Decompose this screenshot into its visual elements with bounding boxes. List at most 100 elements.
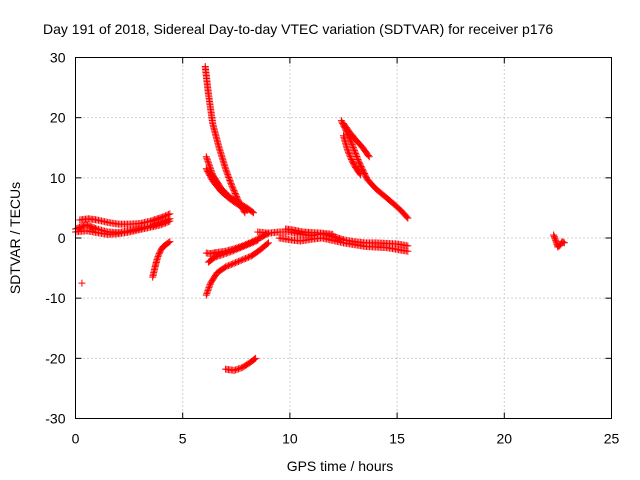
data-point (228, 182, 236, 190)
data-point (162, 212, 170, 220)
data-point (251, 238, 259, 246)
y-tick-label: 10 (50, 170, 66, 186)
series-arc-f (222, 354, 260, 374)
data-point (559, 238, 567, 246)
data-point (365, 153, 373, 161)
y-tick-label: 30 (50, 50, 66, 66)
y-tick-label: 20 (50, 110, 66, 126)
data-point (203, 156, 211, 164)
data-point (203, 288, 211, 296)
data-point (244, 241, 252, 249)
data-point (248, 239, 256, 247)
x-tick-label: 25 (604, 431, 620, 447)
data-point (157, 214, 165, 222)
data-point (354, 156, 362, 164)
data-point (155, 251, 163, 259)
data-point (222, 249, 230, 257)
data-point (222, 165, 230, 173)
data-point (203, 290, 211, 298)
data-point (154, 253, 162, 261)
x-tick-label: 0 (72, 431, 80, 447)
data-point (351, 148, 359, 156)
data-point (230, 366, 238, 374)
data-point (233, 192, 241, 200)
data-point (226, 176, 234, 184)
data-points (72, 63, 568, 374)
data-point (230, 187, 238, 195)
data-point (404, 247, 412, 255)
data-point (352, 150, 360, 158)
data-point (350, 145, 358, 153)
data-point (348, 139, 356, 147)
data-point (205, 284, 213, 292)
data-point (165, 239, 173, 247)
data-point (249, 238, 257, 246)
data-point (206, 282, 213, 290)
data-point (202, 153, 210, 161)
data-point (224, 172, 232, 180)
x-tick-label: 15 (389, 431, 405, 447)
data-point (163, 218, 171, 226)
data-point (222, 166, 230, 174)
data-point (232, 191, 240, 199)
data-point (346, 153, 354, 161)
data-point (364, 151, 372, 159)
data-point (345, 150, 353, 158)
data-point (241, 242, 249, 250)
data-point (204, 287, 212, 295)
data-point (227, 248, 235, 256)
data-point (160, 220, 168, 228)
data-point (205, 160, 213, 168)
data-point (239, 242, 247, 250)
x-tick-label: 5 (179, 431, 187, 447)
data-point (154, 254, 162, 262)
data-point (232, 245, 240, 253)
data-point (160, 212, 168, 220)
data-point (231, 189, 239, 197)
data-point (202, 291, 210, 299)
data-point (227, 260, 235, 268)
data-point (78, 279, 86, 287)
data-point (238, 243, 246, 251)
data-point (203, 154, 211, 162)
data-point (231, 246, 239, 254)
series-arc-h2 (340, 120, 373, 161)
data-point (159, 213, 167, 221)
data-point (237, 244, 245, 252)
data-point (164, 211, 172, 219)
data-point (344, 147, 352, 155)
data-point (252, 237, 260, 245)
data-point (229, 247, 237, 255)
data-point (240, 255, 248, 263)
data-point (206, 162, 213, 170)
data-point (231, 188, 239, 196)
data-point (404, 214, 412, 222)
x-tick-label: 10 (282, 431, 298, 447)
data-point (249, 209, 257, 217)
data-point (166, 238, 174, 246)
data-point (235, 244, 243, 252)
data-point (211, 253, 219, 261)
data-point (227, 179, 235, 187)
data-point (237, 256, 245, 264)
data-point (236, 364, 244, 372)
data-point (227, 181, 235, 189)
data-point (347, 154, 355, 162)
series-arc-c (201, 63, 249, 217)
data-point (162, 219, 170, 227)
data-point (232, 366, 240, 374)
data-point (157, 221, 165, 229)
data-point (204, 157, 212, 165)
data-point (254, 236, 262, 244)
axis-ticks (75, 57, 612, 419)
data-point (233, 258, 241, 266)
series-arc-d2 (202, 165, 251, 214)
data-point (226, 178, 234, 186)
series-arc-e3 (204, 236, 262, 266)
data-point (218, 251, 226, 259)
data-point (349, 142, 357, 150)
series-arc-i (550, 231, 568, 251)
data-point (212, 253, 220, 261)
y-tick-label: -10 (45, 290, 65, 306)
